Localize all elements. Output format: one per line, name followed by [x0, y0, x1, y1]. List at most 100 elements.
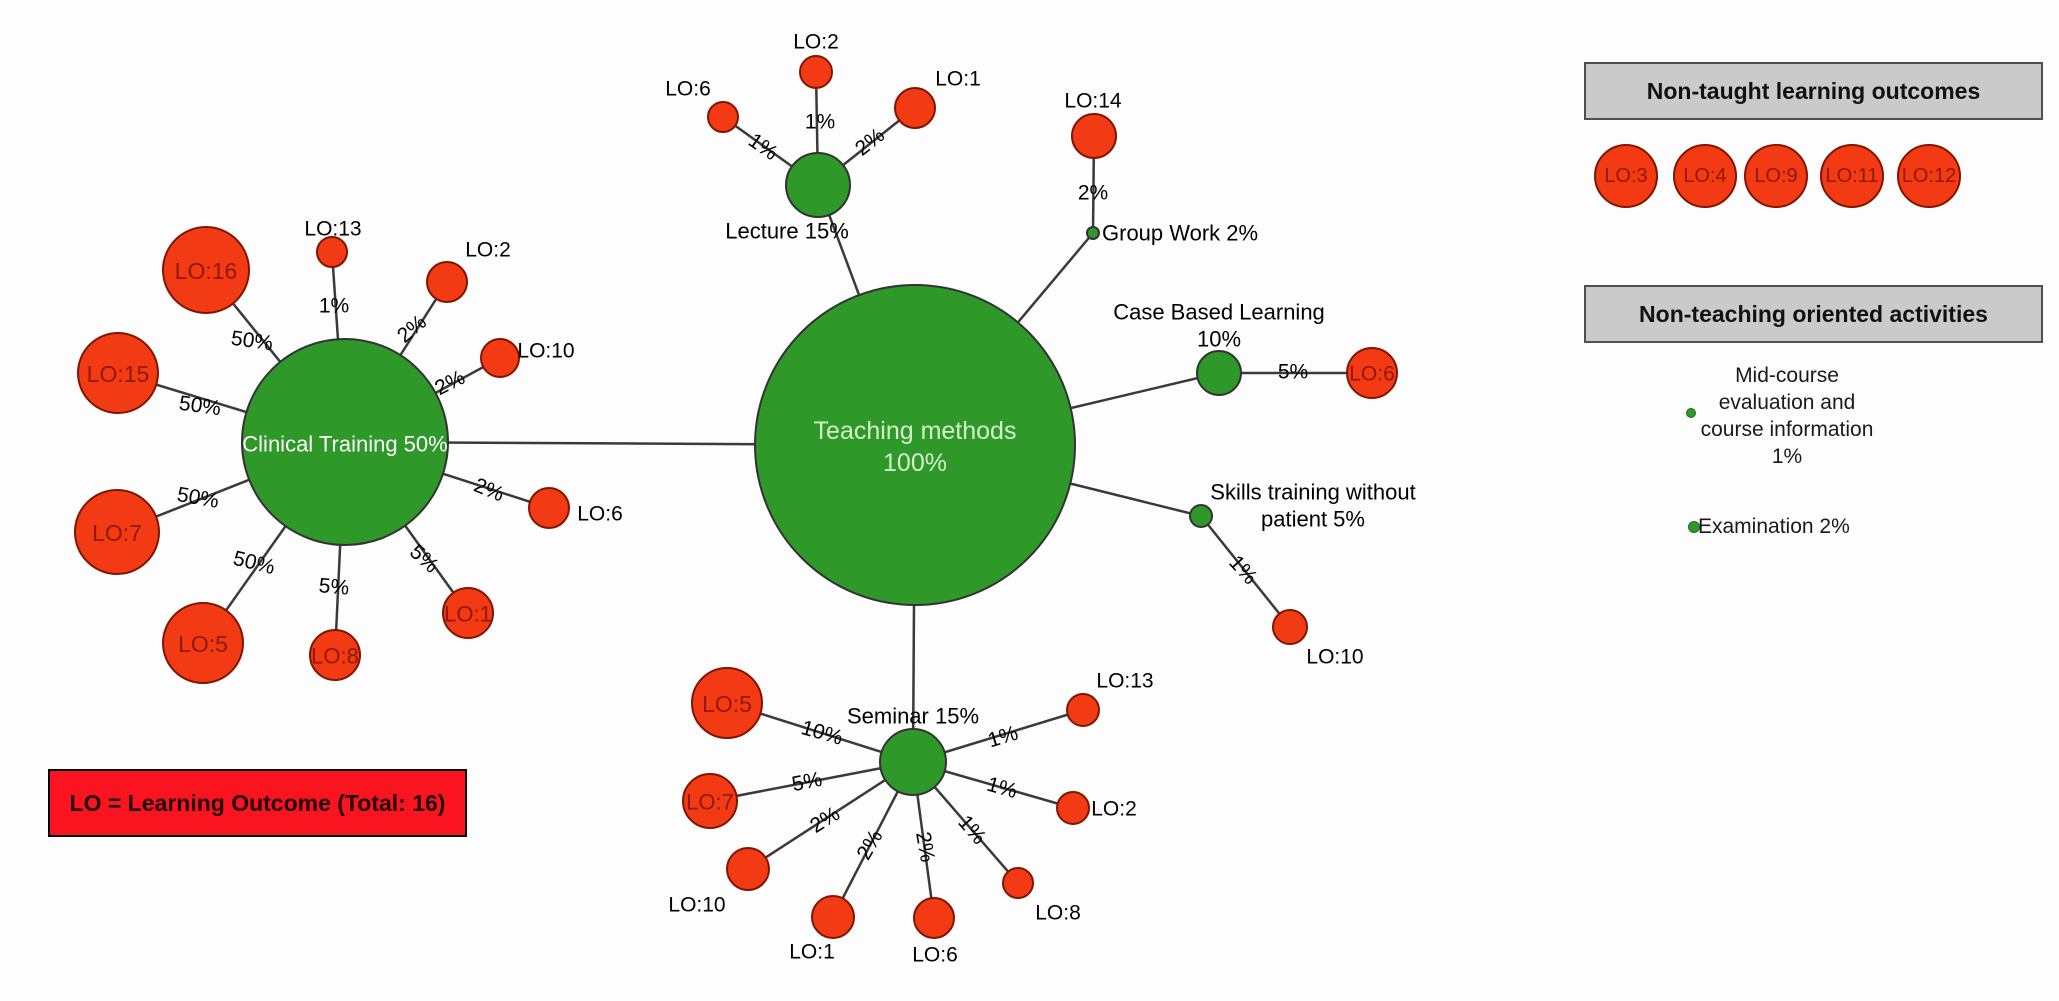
- label-seminar: Seminar 15%: [847, 704, 979, 729]
- label-s7: LO:7: [686, 790, 734, 815]
- legend-non-taught-header: Non-taught learning outcomes: [1584, 62, 2043, 120]
- node-clinical-circle: [241, 338, 449, 546]
- label-s2: LO:2: [1091, 798, 1137, 821]
- edge-label-seminar-s1: 2%: [852, 826, 887, 864]
- label-s5: LO:5: [702, 691, 752, 717]
- legend-non-teaching-header: Non-teaching oriented activities: [1584, 285, 2043, 343]
- note-box-label: LO = Learning Outcome (Total: 16): [69, 789, 446, 816]
- node-s5-circle: [691, 667, 763, 739]
- node-c16-circle: [162, 226, 250, 314]
- node-s10-circle: [726, 847, 770, 891]
- node-s1-circle: [811, 895, 855, 939]
- edge-label-clinical-c5: 50%: [231, 547, 277, 579]
- legend-circle-lo3-label: LO:3: [1604, 164, 1648, 187]
- label-groupwork: Group Work 2%: [1102, 221, 1258, 246]
- legend-circle-lo9: LO:9: [1744, 144, 1808, 208]
- node-c13-circle: [316, 236, 348, 268]
- edge-label-clinical-c13: 1%: [319, 295, 349, 318]
- node-l6-circle: [707, 101, 739, 133]
- label-skills-line1: Skills training without: [1210, 480, 1415, 505]
- legend-circle-lo11-label: LO:11: [1825, 164, 1879, 187]
- node-c2-circle: [426, 261, 468, 303]
- node-s13-circle: [1066, 693, 1100, 727]
- edge-label-lecture-l2: 1%: [805, 111, 835, 134]
- node-l14-circle: [1071, 113, 1117, 159]
- node-teaching-circle: [754, 284, 1076, 606]
- label-l14: LO:14: [1064, 90, 1122, 113]
- edge-label-seminar-s10: 2%: [806, 802, 844, 838]
- label-s1: LO:1: [789, 941, 835, 964]
- node-c6-circle: [528, 487, 570, 529]
- legend-non-taught: Non-taught learning outcomes LO:3 LO:4 L…: [1584, 62, 2043, 242]
- label-l6: LO:6: [665, 78, 711, 101]
- label-teaching-line1: Teaching methods: [814, 417, 1017, 445]
- label-c2: LO:2: [465, 239, 511, 262]
- node-s6-circle: [913, 897, 955, 939]
- midcourse-label-line3: course information: [1700, 418, 1874, 441]
- node-s7-circle: [682, 773, 738, 829]
- label-s8: LO:8: [1035, 902, 1081, 925]
- label-c15: LO:15: [87, 361, 150, 387]
- edge-label-casebased-cb6: 5%: [1278, 361, 1308, 384]
- edge-label-lecture-l6: 1%: [744, 129, 782, 165]
- label-s10: LO:10: [668, 894, 725, 917]
- label-c8: LO:8: [311, 644, 359, 669]
- label-c10: LO:10: [517, 340, 574, 363]
- node-c7-circle: [74, 489, 160, 575]
- node-s2-circle: [1056, 791, 1090, 825]
- label-c5: LO:5: [178, 631, 228, 657]
- edge-label-seminar-s2: 1%: [984, 773, 1020, 803]
- legend-circle-lo3: LO:3: [1594, 144, 1658, 208]
- label-l1: LO:1: [935, 68, 981, 91]
- edge-label-seminar-s13: 1%: [985, 722, 1021, 753]
- label-cb6: LO:6: [1349, 363, 1395, 386]
- node-c8-circle: [309, 629, 361, 681]
- legend-circle-lo9-label: LO:9: [1754, 164, 1798, 187]
- midcourse-dot-icon: [1686, 408, 1696, 418]
- node-lecture-circle: [785, 152, 851, 218]
- node-c15-circle: [77, 332, 159, 414]
- label-l2: LO:2: [793, 31, 839, 54]
- edge-seminar-s7: [709, 760, 914, 803]
- node-casebased-circle: [1196, 350, 1242, 396]
- label-teaching-line2: 100%: [883, 449, 947, 477]
- label-casebased-line2: 10%: [1197, 327, 1241, 352]
- midcourse-label: Mid-course evaluation and course informa…: [1647, 362, 1927, 470]
- node-l1-circle: [894, 87, 936, 129]
- label-skills-line2: patient 5%: [1261, 507, 1365, 532]
- edge-label-clinical-c7: 50%: [175, 483, 220, 513]
- edge-label-clinical-c16: 50%: [230, 327, 275, 356]
- examination-label: Examination 2%: [1698, 515, 1850, 538]
- edge-label-seminar-s5: 10%: [799, 716, 846, 750]
- label-c6: LO:6: [577, 503, 623, 526]
- label-c1: LO:1: [444, 602, 492, 627]
- legend-circle-lo4-label: LO:4: [1683, 164, 1727, 187]
- edge-skills-sk10: [1200, 515, 1291, 628]
- label-clinical: Clinical Training 50%: [242, 432, 447, 457]
- node-skills-circle: [1189, 504, 1213, 528]
- label-s13: LO:13: [1096, 670, 1153, 693]
- node-cb6-circle: [1346, 347, 1398, 399]
- edge-label-clinical-c6: 2%: [471, 474, 508, 507]
- node-c5-circle: [162, 602, 244, 684]
- label-casebased-line1: Case Based Learning: [1113, 300, 1325, 325]
- node-s8-circle: [1002, 867, 1034, 899]
- examination-dot-icon: [1688, 521, 1700, 533]
- legend-circle-lo12-label: LO:12: [1901, 164, 1957, 187]
- legend-circle-lo12: LO:12: [1897, 144, 1961, 208]
- midcourse-label-line1: Mid-course: [1735, 364, 1839, 387]
- label-c7: LO:7: [92, 520, 142, 546]
- note-box: LO = Learning Outcome (Total: 16): [48, 769, 467, 837]
- midcourse-label-line2: evaluation and: [1718, 391, 1856, 414]
- edge-label-seminar-s6: 2%: [911, 830, 939, 864]
- label-lecture: Lecture 15%: [725, 219, 849, 244]
- node-c1-circle: [442, 587, 494, 639]
- node-c10-circle: [480, 338, 520, 378]
- edge-label-seminar-s7: 5%: [790, 768, 824, 796]
- node-sk10-circle: [1272, 609, 1308, 645]
- midcourse-label-line4: 1%: [1771, 445, 1803, 468]
- label-s6: LO:6: [912, 944, 958, 967]
- edge-label-clinical-c8: 5%: [318, 574, 350, 600]
